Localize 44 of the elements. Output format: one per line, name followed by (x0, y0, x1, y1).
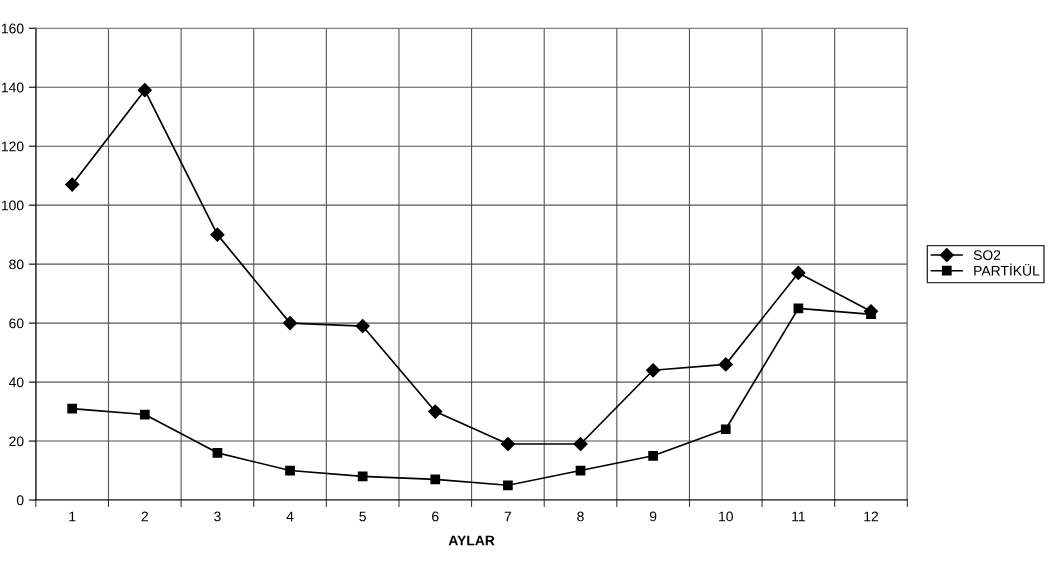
point (720, 424, 731, 435)
point (212, 447, 223, 458)
point (210, 227, 225, 242)
point (357, 471, 368, 482)
x-tick-label: 5 (359, 511, 366, 522)
y-tick-label: 80 (9, 259, 24, 270)
x-tick-label: 8 (577, 511, 584, 522)
y-tick-label: 140 (1, 82, 24, 93)
x-tick-label: 7 (504, 511, 512, 522)
x-tick-label: 2 (141, 511, 148, 522)
point (791, 265, 806, 281)
point (430, 474, 441, 485)
point (282, 316, 298, 331)
legend-label: PARTİKÜL (974, 263, 1040, 276)
point (573, 436, 588, 452)
x-tick-label: 1 (69, 511, 76, 522)
point (718, 357, 733, 372)
y-tick-label: 40 (8, 377, 24, 388)
point (355, 318, 370, 334)
y-tick-label: 100 (1, 200, 24, 211)
y-tick-label: 60 (9, 318, 24, 329)
point (137, 83, 152, 98)
x-tick-label: 12 (864, 511, 879, 522)
y-tick-label: 160 (1, 23, 24, 34)
x-tick-label: 10 (719, 511, 733, 522)
point (285, 465, 295, 476)
y-tick-label: 120 (1, 141, 24, 152)
point (428, 404, 443, 419)
x-tick-label: 6 (432, 511, 439, 522)
point (65, 177, 80, 192)
point (648, 450, 658, 461)
x-tick-label: 3 (214, 511, 221, 522)
point (500, 436, 515, 452)
y-tick-label: 20 (9, 436, 24, 447)
legend-label: SO2 (973, 250, 1001, 260)
x-tick-label: 9 (649, 511, 657, 522)
point (646, 363, 661, 378)
x-tick-label: 4 (286, 511, 294, 522)
point (139, 409, 150, 420)
point (503, 480, 513, 491)
x-axis-title: AYLAR (448, 535, 495, 546)
y-tick-label: 0 (16, 495, 24, 506)
point (67, 403, 78, 414)
x-tick-label: 11 (792, 511, 805, 522)
